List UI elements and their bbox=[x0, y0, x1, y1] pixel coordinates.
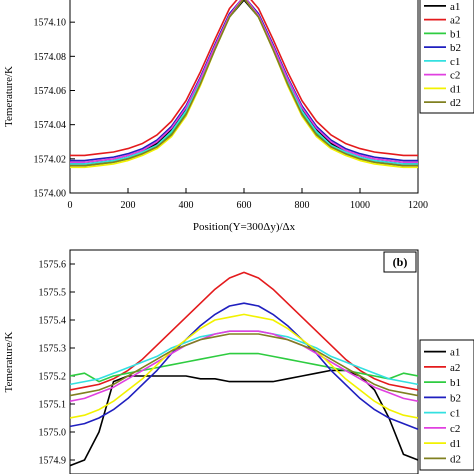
legend-label-b2: b2 bbox=[450, 42, 461, 54]
series-line-b2 bbox=[70, 0, 418, 162]
x-tick-label: 1200 bbox=[408, 200, 428, 211]
legend-label-d2: d2 bbox=[450, 97, 461, 109]
panel-badge: (b) bbox=[393, 255, 408, 269]
y-tick-label: 1574.10 bbox=[34, 18, 67, 29]
legend-box bbox=[419, 339, 474, 471]
y-tick-label: 1574.04 bbox=[34, 120, 67, 131]
series-group bbox=[70, 271, 418, 467]
series-line-b2 bbox=[70, 302, 418, 430]
series-line-b1 bbox=[70, 0, 418, 167]
legend-label-d1: d1 bbox=[450, 83, 461, 95]
plot-frame bbox=[69, 249, 419, 474]
legend-label-a1: a1 bbox=[450, 347, 460, 359]
y-tick-label: 1575.0 bbox=[39, 428, 67, 439]
y-tick-label: 1575.2 bbox=[39, 372, 67, 383]
legend-label-c1: c1 bbox=[450, 408, 460, 420]
legend-label-b2: b2 bbox=[450, 392, 461, 404]
y-tick-label: 1574.08 bbox=[34, 52, 67, 63]
x-axis-label: Position(Y=300Δy)/Δx bbox=[193, 221, 296, 233]
y-tick-label: 1575.4 bbox=[39, 316, 67, 327]
series-line-c2 bbox=[70, 0, 418, 164]
y-tick-label: 1575.3 bbox=[39, 344, 67, 355]
series-line-d1 bbox=[70, 313, 418, 419]
legend-label-c2: c2 bbox=[450, 423, 460, 435]
series-line-c1 bbox=[70, 330, 418, 386]
legend-box bbox=[419, 0, 474, 114]
legend-label-b1: b1 bbox=[450, 28, 461, 40]
series-line-a1 bbox=[70, 0, 418, 165]
y-tick-label: 1574.02 bbox=[34, 154, 67, 165]
chart-panel-b: 1574.9 1575.0 1575.1 1575.2 1575.3 1575.4 1575… bbox=[3, 249, 474, 474]
legend-label-d1: d1 bbox=[450, 438, 461, 450]
plot-frame bbox=[69, 0, 419, 194]
series-line-d2 bbox=[70, 333, 418, 397]
y-tick-label: 1575.5 bbox=[39, 288, 67, 299]
y-tick-label: 1575.6 bbox=[39, 260, 67, 271]
x-tick-label: 800 bbox=[295, 200, 310, 211]
series-line-c1 bbox=[70, 0, 418, 165]
legend-label-c2: c2 bbox=[450, 70, 460, 82]
legend: a1 a2 b1 b2 c1 c2 d1 d2 bbox=[419, 339, 474, 471]
legend-label-a1: a1 bbox=[450, 1, 460, 13]
legend-label-d2: d2 bbox=[450, 453, 461, 465]
series-line-c2 bbox=[70, 330, 418, 402]
x-tick-label: 400 bbox=[179, 200, 194, 211]
y-tick-label: 1574.06 bbox=[34, 86, 67, 97]
series-line-a1 bbox=[70, 369, 418, 467]
panel-badge-box bbox=[383, 251, 417, 273]
series-line-d2 bbox=[70, 0, 418, 167]
legend-label-c1: c1 bbox=[450, 56, 460, 68]
x-tick-label: 1000 bbox=[350, 200, 370, 211]
series-line-a2 bbox=[70, 271, 418, 391]
series-line-d1 bbox=[70, 0, 418, 169]
series-line-a2 bbox=[70, 0, 418, 157]
series-line-b1 bbox=[70, 352, 418, 383]
series-group bbox=[70, 0, 418, 169]
x-tick-label: 0 bbox=[68, 200, 73, 211]
legend-label-a2: a2 bbox=[450, 15, 460, 27]
y-tick-label: 1575.1 bbox=[39, 400, 67, 411]
y-axis-label: Temerature/K bbox=[3, 331, 15, 392]
y-tick-label: 1574.00 bbox=[34, 189, 67, 200]
legend-label-a2: a2 bbox=[450, 362, 460, 374]
x-tick-label: 200 bbox=[121, 200, 136, 211]
y-axis-label: Temerature/K bbox=[3, 66, 15, 127]
x-tick-label: 600 bbox=[237, 200, 252, 211]
y-tick-label: 1574.9 bbox=[39, 456, 67, 467]
legend-label-b1: b1 bbox=[450, 377, 461, 389]
chart-panel-a: 1574.00 1574.02 1574.04 1574.06 1574.08 1574.… bbox=[3, 0, 474, 233]
